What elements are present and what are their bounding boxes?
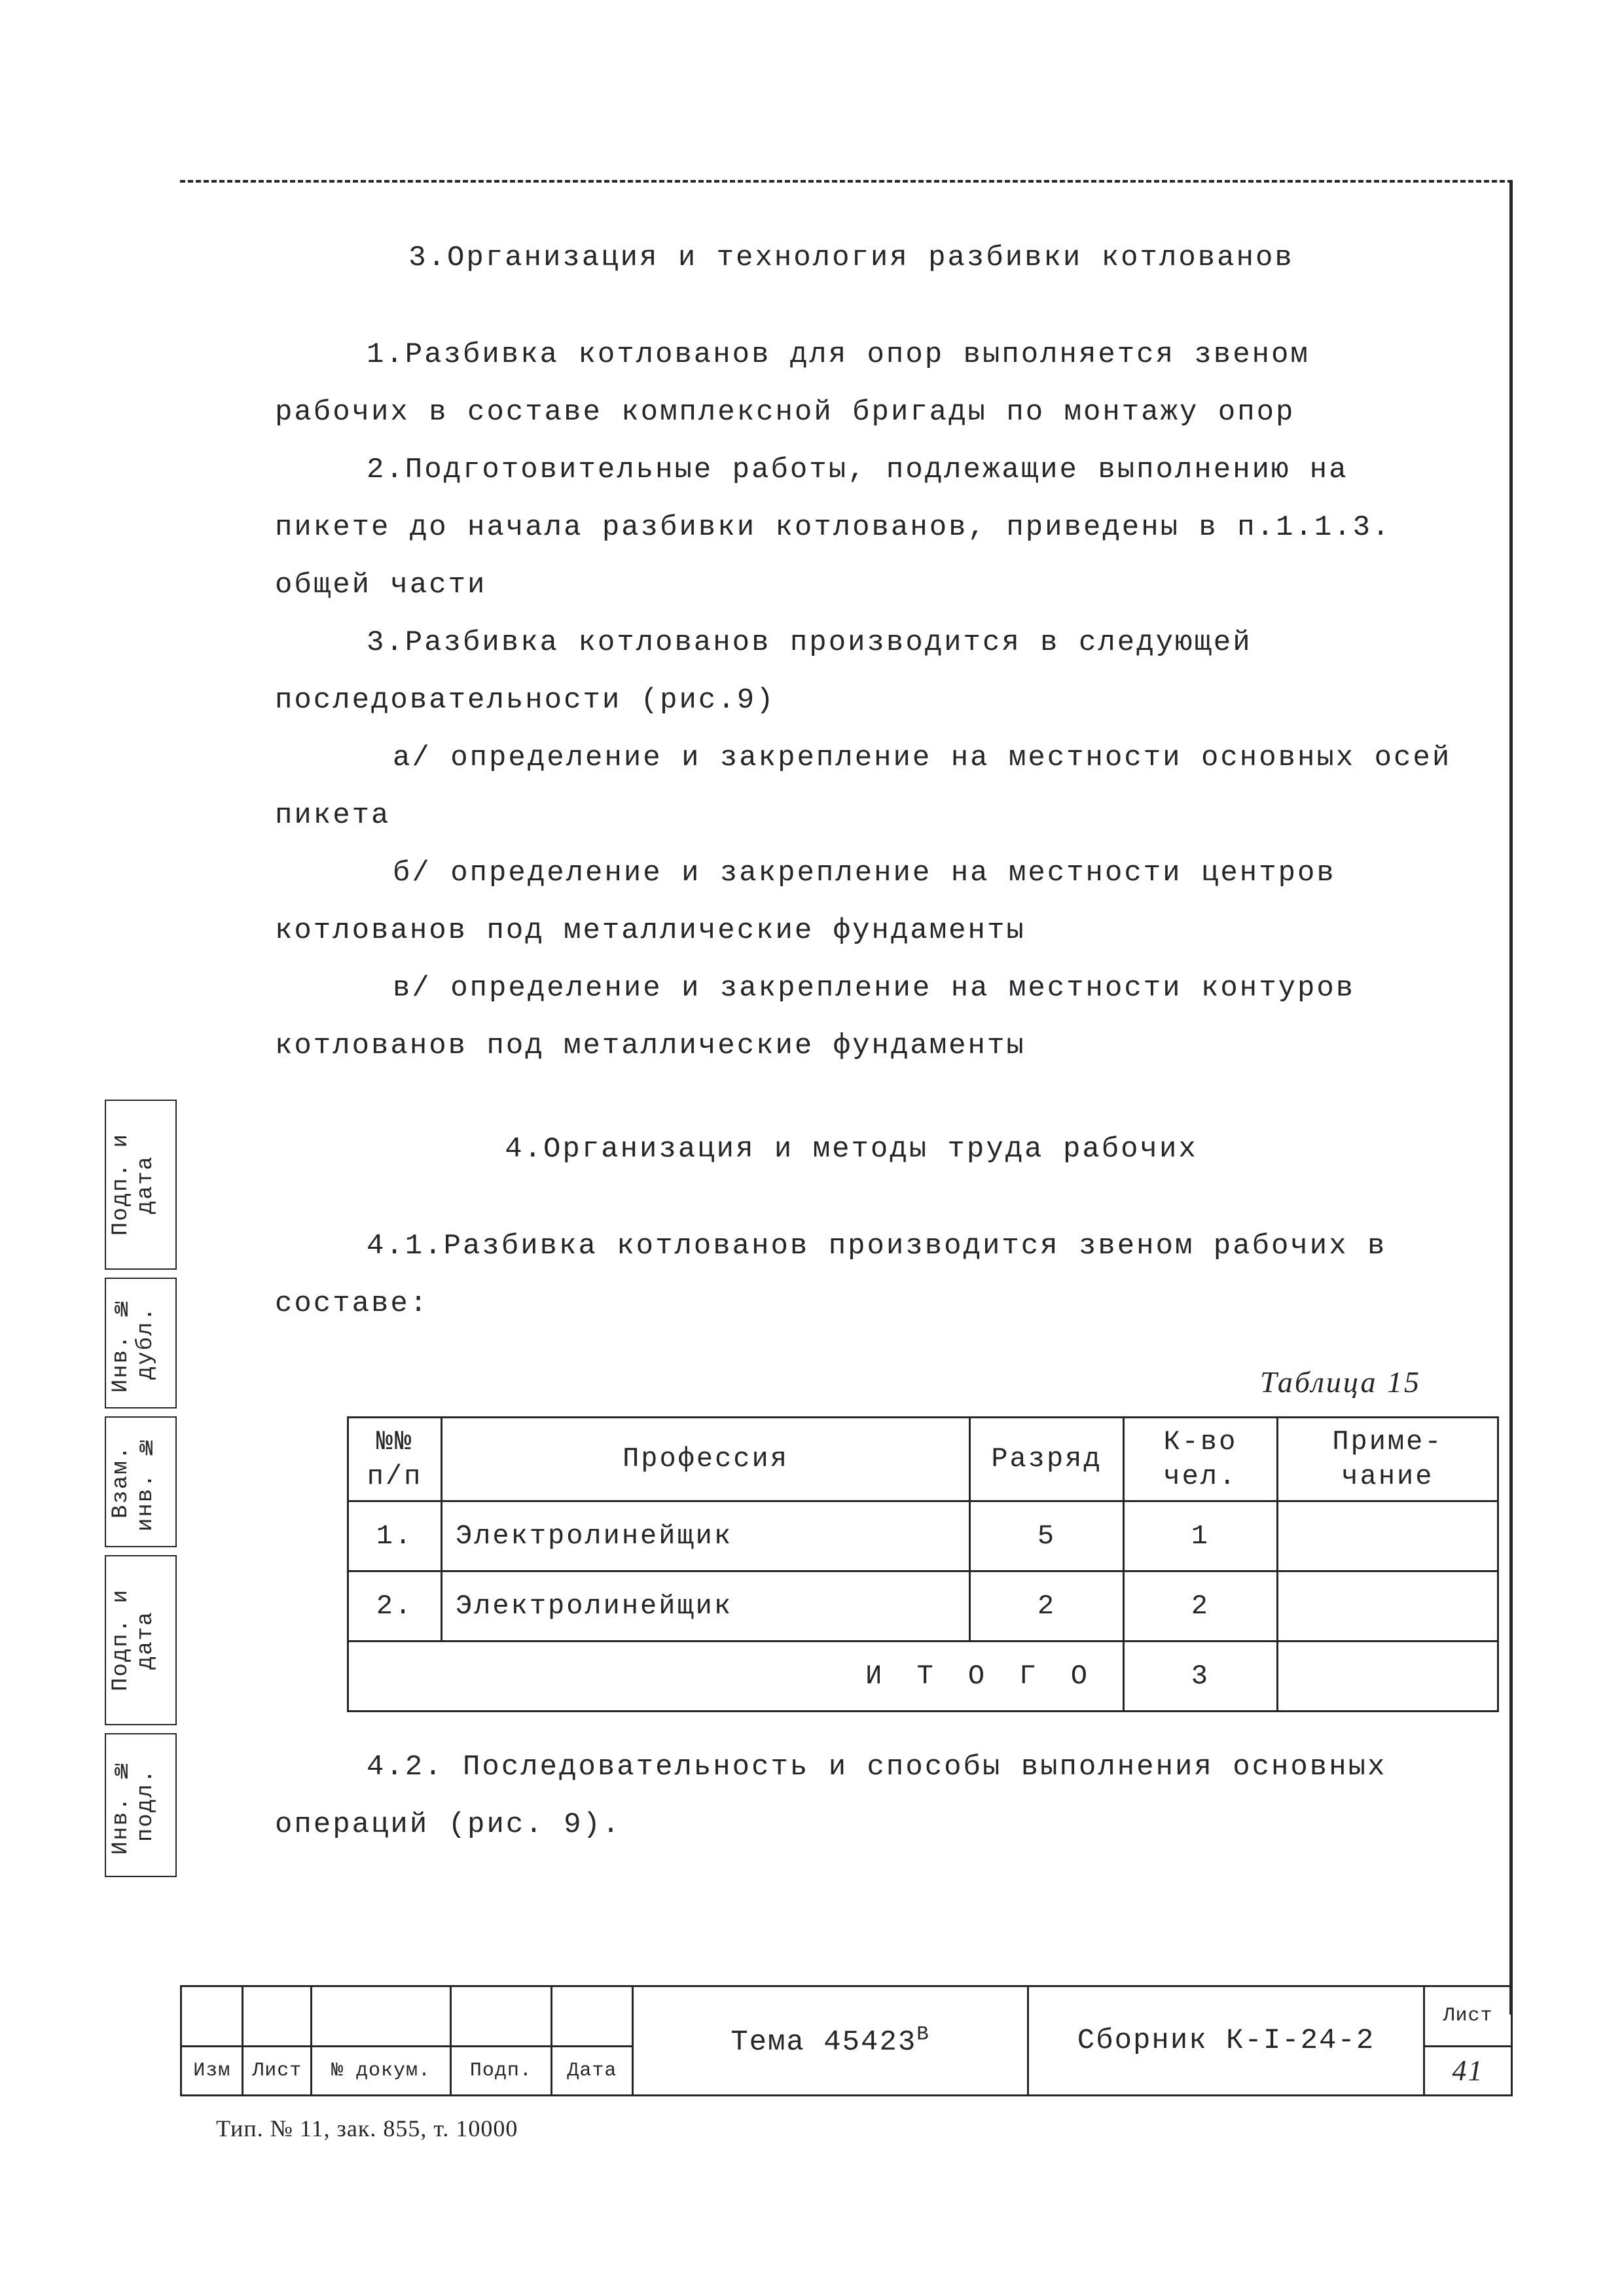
cell-num: 1. [348,1501,442,1571]
total-kvo: 3 [1123,1641,1277,1712]
table-total-row: И Т О Г О 3 [348,1641,1498,1712]
table-header-row: №№п/п Профессия Разряд К-вочел. Приме-ча… [348,1418,1498,1501]
paragraph: 3.Разбивка котлованов производится в сле… [275,614,1454,729]
side-label-column: Подп. и дата Инв. № дубл. Взам. инв. № П… [105,1100,183,1964]
tb-col-docnum: № докум. [312,2046,451,2095]
table-row: 2. Электролинейщик 2 2 [348,1571,1498,1641]
cell-kvo: 2 [1123,1571,1277,1641]
tb-list-num: 41 [1424,2046,1512,2095]
tb-cell [312,1986,451,2047]
cell-prim [1277,1571,1498,1641]
side-label: Взам. инв. № [105,1416,177,1547]
tb-list-label: Лист [1424,1986,1512,2047]
paragraph-sub: б/ определение и закрепление на местност… [275,844,1454,960]
table-row: 1. Электролинейщик 5 1 [348,1501,1498,1571]
cell-razr: 5 [969,1501,1123,1571]
tb-col-izm: Изм [181,2046,243,2095]
tb-tema: Тема 45423В [632,1986,1028,2096]
cell-prim [1277,1501,1498,1571]
tb-col-data: Дата [551,2046,632,2095]
paragraph-sub: в/ определение и закрепление на местност… [275,960,1454,1075]
tb-sbornik: Сборник К-I-24-2 [1028,1986,1424,2096]
col-header-razr: Разряд [969,1418,1123,1501]
col-header-prof: Профессия [442,1418,970,1501]
tb-cell [450,1986,551,2047]
total-prim [1277,1641,1498,1712]
col-header-prim: Приме-чание [1277,1418,1498,1501]
side-label: Инв. № подл. [105,1733,177,1877]
paragraph: 2.Подготовительные работы, подлежащие вы… [275,441,1454,614]
print-footer: Тип. № 11, зак. 855, т. 10000 [216,2115,518,2142]
tb-col-podp: Подп. [450,2046,551,2095]
tb-cell [551,1986,632,2047]
section-heading-3: 3.Организация и технология разбивки котл… [223,229,1480,287]
page: Подп. и дата Инв. № дубл. Взам. инв. № П… [0,0,1624,2296]
paragraph: 1.Разбивка котлованов для опор выполняет… [275,326,1454,441]
cell-prof: Электролинейщик [442,1501,970,1571]
tb-cell [243,1986,312,2047]
total-label: И Т О Г О [348,1641,1124,1712]
side-label: Подп. и дата [105,1555,177,1725]
title-block: Тема 45423В Сборник К-I-24-2 Лист Изм Ли… [180,1985,1513,2096]
cell-kvo: 1 [1123,1501,1277,1571]
section-heading-4: 4.Организация и методы труда рабочих [223,1121,1480,1178]
cell-prof: Электролинейщик [442,1571,970,1641]
body-content: 3.Организация и технология разбивки котл… [223,229,1480,1854]
col-header-kvo: К-вочел. [1123,1418,1277,1501]
paragraph-sub: а/ определение и закрепление на местност… [275,729,1454,844]
workers-table: №№п/п Профессия Разряд К-вочел. Приме-ча… [347,1416,1499,1712]
paragraph: 4.1.Разбивка котлованов производится зве… [275,1217,1454,1333]
side-label: Подп. и дата [105,1100,177,1270]
cell-razr: 2 [969,1571,1123,1641]
paragraph: 4.2. Последовательность и способы выполн… [275,1738,1454,1854]
side-label: Инв. № дубл. [105,1278,177,1408]
table-caption: Таблица 15 [223,1352,1421,1412]
tb-col-list: Лист [243,2046,312,2095]
col-header-num: №№п/п [348,1418,442,1501]
cell-num: 2. [348,1571,442,1641]
tb-cell [181,1986,243,2047]
